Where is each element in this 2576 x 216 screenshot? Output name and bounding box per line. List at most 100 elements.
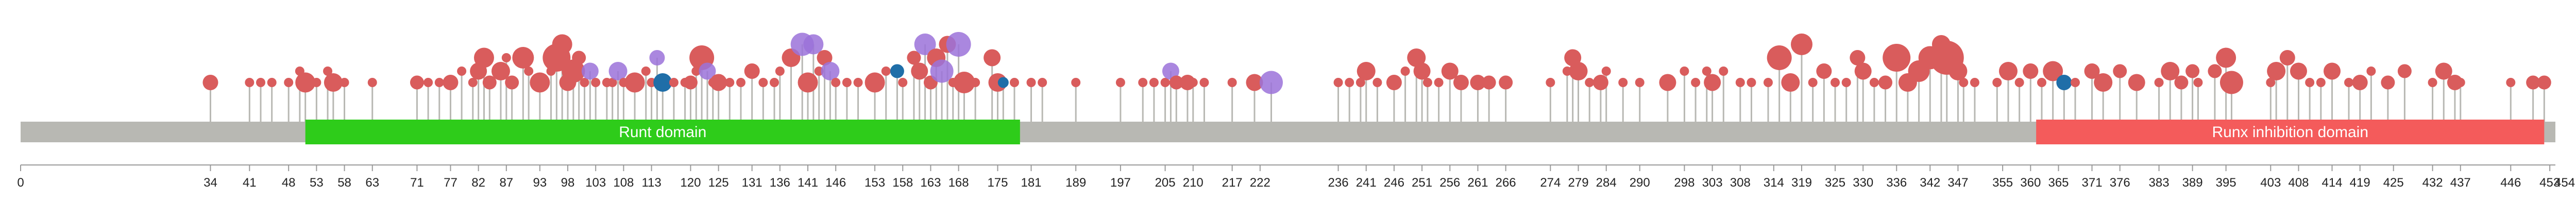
mutation-missense-marker[interactable]: [482, 75, 497, 90]
mutation-missense-marker[interactable]: [881, 67, 891, 76]
mutation-missense-marker[interactable]: [1592, 75, 1608, 90]
mutation-missense-marker[interactable]: [1850, 50, 1866, 65]
mutation-missense-marker[interactable]: [2344, 78, 2354, 87]
mutation-missense-marker[interactable]: [1959, 78, 1969, 87]
mutation-missense-marker[interactable]: [267, 78, 277, 87]
mutation-missense-marker[interactable]: [284, 78, 294, 87]
mutation-missense-marker[interactable]: [552, 34, 572, 55]
mutation-inframe-marker[interactable]: [2056, 75, 2072, 90]
mutation-missense-marker[interactable]: [1702, 67, 1711, 76]
mutation-missense-marker[interactable]: [1038, 78, 1047, 87]
mutation-missense-marker[interactable]: [2113, 64, 2127, 78]
mutation-missense-marker[interactable]: [1188, 78, 1198, 87]
mutation-missense-marker[interactable]: [410, 75, 424, 90]
mutation-missense-marker[interactable]: [1400, 67, 1410, 76]
mutation-missense-marker[interactable]: [1585, 78, 1595, 87]
mutation-missense-marker[interactable]: [468, 78, 478, 87]
mutation-missense-marker[interactable]: [1482, 75, 1496, 90]
mutation-missense-marker[interactable]: [580, 78, 589, 87]
mutation-missense-marker[interactable]: [530, 72, 550, 93]
mutation-missense-marker[interactable]: [1635, 78, 1645, 87]
mutation-missense-marker[interactable]: [775, 67, 785, 76]
mutation-missense-marker[interactable]: [1831, 78, 1840, 87]
mutation-missense-marker[interactable]: [1009, 78, 1019, 87]
mutation-missense-marker[interactable]: [1841, 78, 1851, 87]
mutation-missense-marker[interactable]: [1791, 34, 1813, 55]
mutation-missense-marker[interactable]: [2506, 78, 2516, 87]
mutation-missense-marker[interactable]: [2185, 64, 2200, 78]
mutation-missense-marker[interactable]: [1883, 44, 1911, 72]
mutation-missense-marker[interactable]: [2267, 62, 2286, 80]
mutation-missense-marker[interactable]: [457, 67, 467, 76]
mutation-missense-marker[interactable]: [2219, 71, 2243, 94]
mutation-missense-marker[interactable]: [295, 72, 316, 93]
mutation-missense-marker[interactable]: [2316, 78, 2326, 87]
mutation-missense-marker[interactable]: [1160, 78, 1170, 87]
mutation-missense-marker[interactable]: [710, 74, 727, 91]
mutation-missense-marker[interactable]: [202, 75, 218, 90]
mutation-missense-marker[interactable]: [865, 72, 885, 93]
mutation-missense-marker[interactable]: [758, 78, 768, 87]
mutation-missense-marker[interactable]: [1735, 78, 1745, 87]
mutation-missense-marker[interactable]: [1115, 78, 1125, 87]
mutation-missense-marker[interactable]: [324, 73, 343, 92]
mutation-missense-marker[interactable]: [1441, 62, 1459, 80]
mutation-inframe-marker[interactable]: [653, 73, 672, 92]
mutation-missense-marker[interactable]: [2071, 78, 2080, 87]
mutation-truncating-marker[interactable]: [699, 62, 716, 80]
mutation-truncating-marker[interactable]: [914, 34, 936, 55]
mutation-missense-marker[interactable]: [1499, 75, 1513, 90]
mutation-missense-marker[interactable]: [2290, 62, 2307, 80]
mutation-missense-marker[interactable]: [683, 75, 698, 90]
mutation-truncating-marker[interactable]: [1259, 71, 1283, 94]
mutation-missense-marker[interactable]: [2279, 50, 2295, 65]
mutation-missense-marker[interactable]: [501, 53, 511, 62]
mutation-missense-marker[interactable]: [2037, 78, 2046, 87]
mutation-missense-marker[interactable]: [572, 51, 586, 65]
mutation-missense-marker[interactable]: [434, 78, 444, 87]
mutation-missense-marker[interactable]: [443, 75, 459, 90]
mutation-missense-marker[interactable]: [2161, 62, 2180, 80]
mutation-missense-marker[interactable]: [591, 78, 601, 87]
mutation-missense-marker[interactable]: [1453, 75, 1469, 90]
mutation-missense-marker[interactable]: [2455, 78, 2465, 87]
mutation-missense-marker[interactable]: [817, 50, 833, 65]
mutation-truncating-marker[interactable]: [803, 34, 824, 55]
mutation-missense-marker[interactable]: [769, 78, 779, 87]
mutation-missense-marker[interactable]: [1781, 73, 1800, 92]
mutation-missense-marker[interactable]: [1138, 78, 1148, 87]
mutation-missense-marker[interactable]: [1659, 74, 1676, 91]
mutation-missense-marker[interactable]: [641, 67, 651, 76]
mutation-missense-marker[interactable]: [256, 78, 265, 87]
mutation-truncating-marker[interactable]: [1162, 62, 1179, 80]
mutation-missense-marker[interactable]: [984, 49, 1001, 67]
mutation-missense-marker[interactable]: [798, 72, 818, 93]
mutation-missense-marker[interactable]: [340, 78, 349, 87]
mutation-missense-marker[interactable]: [1719, 67, 1728, 76]
mutation-missense-marker[interactable]: [1026, 78, 1036, 87]
mutation-truncating-marker[interactable]: [581, 62, 599, 80]
mutation-missense-marker[interactable]: [1357, 62, 1376, 80]
mutation-missense-marker[interactable]: [2208, 64, 2222, 78]
mutation-missense-marker[interactable]: [907, 51, 921, 65]
mutation-missense-marker[interactable]: [624, 72, 645, 93]
mutation-missense-marker[interactable]: [1601, 67, 1611, 76]
mutation-missense-marker[interactable]: [1199, 78, 1209, 87]
mutation-missense-marker[interactable]: [1546, 78, 1555, 87]
mutation-missense-marker[interactable]: [323, 67, 333, 76]
mutation-missense-marker[interactable]: [2014, 78, 2024, 87]
mutation-missense-marker[interactable]: [312, 78, 321, 87]
mutation-missense-marker[interactable]: [1169, 75, 1183, 90]
mutation-missense-marker[interactable]: [1413, 62, 1431, 80]
mutation-missense-marker[interactable]: [831, 78, 841, 87]
mutation-missense-marker[interactable]: [2381, 75, 2395, 90]
mutation-missense-marker[interactable]: [524, 67, 534, 76]
mutation-missense-marker[interactable]: [2352, 75, 2368, 90]
domain-bar[interactable]: [305, 120, 1020, 144]
mutation-inframe-marker[interactable]: [890, 64, 904, 78]
mutation-missense-marker[interactable]: [1345, 78, 1354, 87]
mutation-missense-marker[interactable]: [1569, 62, 1588, 80]
mutation-missense-marker[interactable]: [971, 78, 980, 87]
mutation-missense-marker[interactable]: [473, 47, 494, 68]
mutation-missense-marker[interactable]: [744, 63, 760, 79]
